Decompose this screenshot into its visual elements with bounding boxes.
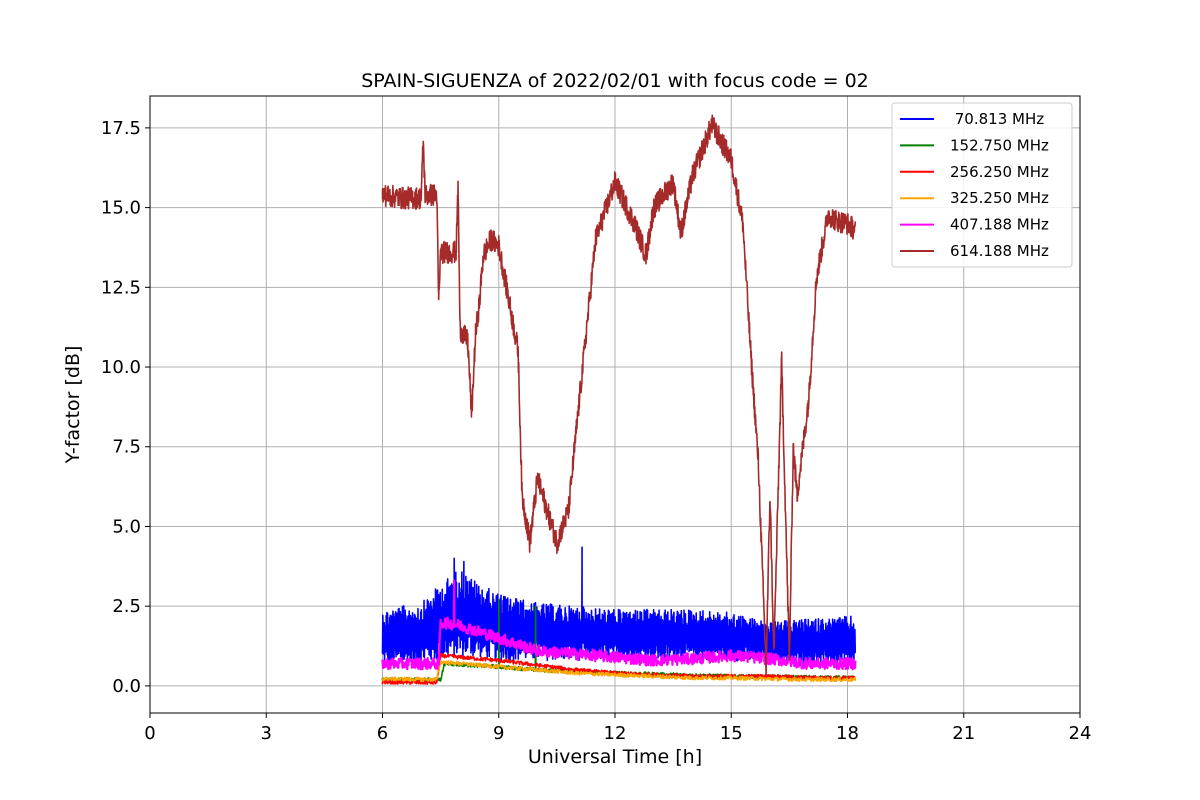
- legend-box: [891, 102, 1073, 268]
- legend-label: 407.188 MHz: [950, 216, 1049, 234]
- series-line-70-813-mhz: [381, 546, 857, 668]
- legend: 70.813 MHz 152.750 MHz 256.250 MHz 325.250 …: [891, 102, 1073, 268]
- chart-title: SPAIN-SIGUENZA of 2022/02/01 with focus …: [361, 70, 869, 92]
- y-tick-label: 0.0: [112, 676, 141, 697]
- y-tick-label: 15.0: [101, 198, 141, 219]
- y-tick-label: 5.0: [112, 516, 141, 537]
- x-tick-label: 9: [493, 723, 504, 744]
- legend-label: 325.250 MHz: [950, 189, 1049, 207]
- y-tick-label: 10.0: [101, 357, 141, 378]
- y-tick-label: 12.5: [101, 277, 141, 298]
- x-tick-label: 12: [604, 723, 627, 744]
- axis-ticks: 0 3 6 9 12 15 18 21 24 0.0 2.5 5.0 7.5 10.0 12.5 15.0 17…: [101, 118, 1092, 744]
- x-tick-label: 0: [144, 723, 155, 744]
- series-line-614-188-mhz: [381, 114, 857, 677]
- x-tick-label: 21: [952, 723, 975, 744]
- x-tick-label: 15: [720, 723, 743, 744]
- legend-label: 70.813 MHz: [950, 110, 1044, 128]
- legend-label: 152.750 MHz: [950, 136, 1049, 154]
- y-axis-label: Y-factor [dB]: [62, 346, 84, 465]
- legend-label: 256.250 MHz: [950, 163, 1049, 181]
- y-tick-label: 17.5: [101, 118, 141, 139]
- series-line-407-188-mhz: [381, 579, 857, 671]
- legend-label: 614.188 MHz: [950, 242, 1049, 260]
- x-tick-label: 24: [1069, 723, 1092, 744]
- x-tick-label: 18: [836, 723, 859, 744]
- x-axis-label: Universal Time [h]: [528, 746, 702, 768]
- x-tick-label: 6: [377, 723, 388, 744]
- x-tick-label: 3: [261, 723, 272, 744]
- y-tick-label: 7.5: [112, 437, 141, 458]
- plot-series: [381, 114, 857, 686]
- series-line-325-250-mhz: [381, 660, 857, 683]
- y-tick-label: 2.5: [112, 596, 141, 617]
